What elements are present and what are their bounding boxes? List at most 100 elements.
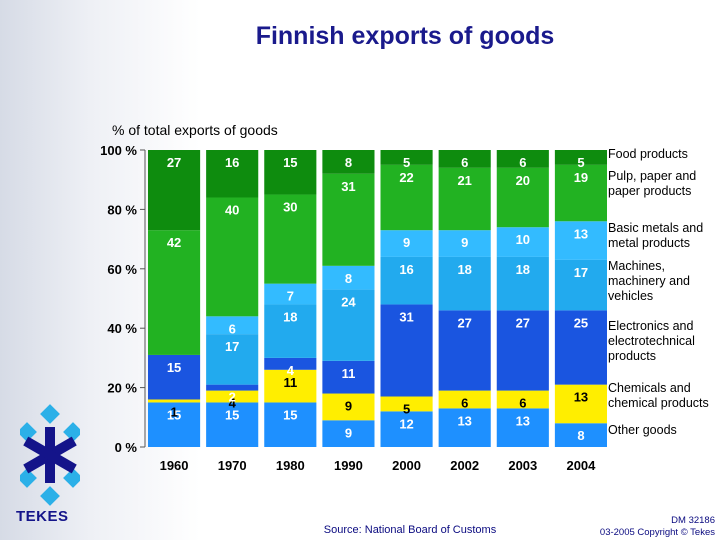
bar-segment-label: 15 xyxy=(167,360,181,375)
bar-segment-label: 6 xyxy=(519,155,526,170)
bar-segment-label: 16 xyxy=(399,262,413,277)
bar-segment-label: 15 xyxy=(283,407,297,422)
bar-segment xyxy=(264,402,317,447)
bar-segment xyxy=(264,150,317,195)
bar-segment-label: 6 xyxy=(461,155,468,170)
bar-segment xyxy=(554,259,607,311)
bar-segment-label: 10 xyxy=(516,232,530,247)
legend-label: products xyxy=(608,349,656,363)
bar-segment xyxy=(438,310,491,391)
legend-label: vehicles xyxy=(608,289,653,303)
bar-segment-label: 27 xyxy=(167,155,181,170)
bar-segment-label: 22 xyxy=(399,170,413,185)
bar-segment xyxy=(496,227,549,257)
bar-segment-label: 13 xyxy=(574,226,588,241)
bar-segment-label: 8 xyxy=(345,271,352,286)
bar-segment-label: 9 xyxy=(345,399,352,414)
bar-segment-label: 40 xyxy=(225,203,239,218)
bar-segment xyxy=(554,150,607,165)
document-info: DM 32186 03-2005 Copyright © Tekes xyxy=(560,515,715,539)
bar-segment-label: 31 xyxy=(341,179,355,194)
x-tick-label: 2000 xyxy=(392,458,421,473)
bar-segment xyxy=(322,289,375,361)
x-tick-label: 1960 xyxy=(160,458,189,473)
bar-segment-label: 11 xyxy=(342,366,356,381)
bar-segment-label: 27 xyxy=(457,315,471,330)
bar-segment xyxy=(554,221,607,260)
bar-segment-label: 25 xyxy=(574,315,588,330)
bar-segment-label: 42 xyxy=(167,235,181,250)
bar-segment xyxy=(322,420,375,447)
legend-label: Other goods xyxy=(608,423,677,437)
bar-segment xyxy=(322,360,375,394)
bar-segment xyxy=(496,310,549,391)
y-tick-label: 60 % xyxy=(107,262,137,277)
bar-segment xyxy=(264,304,317,358)
bar-segment xyxy=(554,423,607,447)
bar-segment xyxy=(148,402,201,447)
x-tick-label: 1970 xyxy=(218,458,247,473)
bar-segment xyxy=(496,167,549,228)
bar-segment xyxy=(380,396,433,412)
bar-segment xyxy=(322,393,375,421)
bar-segment-label: 13 xyxy=(457,413,471,428)
bar-segment-label: 8 xyxy=(345,155,352,170)
bar-segment xyxy=(264,357,317,370)
y-tick-label: 40 % xyxy=(107,321,137,336)
bar-segment-label: 27 xyxy=(516,315,530,330)
bar-segment xyxy=(206,316,259,335)
bar-segment xyxy=(380,256,433,305)
bar-segment xyxy=(206,334,259,385)
bar-segment-label: 9 xyxy=(403,235,410,250)
bar-segment xyxy=(496,390,549,409)
bar-segment xyxy=(206,402,259,447)
bar-segment-label: 5 xyxy=(403,402,410,417)
bar-segment xyxy=(264,194,317,284)
x-tick-label: 1980 xyxy=(276,458,305,473)
bar-segment-label: 4 xyxy=(229,396,237,411)
bar-segment-label: 4 xyxy=(287,363,295,378)
bar-segment-label: 2 xyxy=(229,390,236,405)
bar-segment xyxy=(438,256,491,311)
logo-text: TEKES xyxy=(16,508,69,525)
x-tick-label: 2004 xyxy=(566,458,596,473)
y-tick-label: 0 % xyxy=(115,440,138,455)
bar-segment xyxy=(264,369,317,403)
bar-segment-label: 6 xyxy=(519,396,526,411)
bar-segment-label: 6 xyxy=(229,321,236,336)
bar-segment-label: 21 xyxy=(457,173,471,188)
bar-segment-label: 19 xyxy=(574,170,588,185)
legend-label: paper products xyxy=(608,184,691,198)
bar-segment-label: 18 xyxy=(283,309,297,324)
x-tick-label: 1990 xyxy=(334,458,363,473)
bar-segment xyxy=(380,411,433,447)
bar-segment-label: 5 xyxy=(577,155,584,170)
bar-segment xyxy=(438,408,491,447)
bar-segment xyxy=(322,265,375,290)
bar-segment xyxy=(206,390,259,403)
y-tick-label: 100 % xyxy=(100,143,137,158)
bar-segment xyxy=(264,283,317,305)
legend-label: machinery and xyxy=(608,274,690,288)
x-tick-label: 2002 xyxy=(450,458,479,473)
y-tick-label: 80 % xyxy=(107,202,137,217)
bar-segment-label: 5 xyxy=(403,155,410,170)
legend-label: Electronics and xyxy=(608,319,694,333)
legend-label: metal products xyxy=(608,236,690,250)
x-tick-label: 2003 xyxy=(508,458,537,473)
legend-label: Pulp, paper and xyxy=(608,169,696,183)
bar-segment xyxy=(554,164,607,222)
bar-segment-label: 15 xyxy=(225,407,239,422)
bar-segment-label: 11 xyxy=(283,375,297,390)
chart-title: Finnish exports of goods xyxy=(255,22,555,50)
bar-segment-label: 13 xyxy=(516,413,530,428)
bar-segment xyxy=(148,399,201,403)
bar-segment-label: 12 xyxy=(399,416,413,431)
y-tick-label: 20 % xyxy=(107,381,137,396)
bar-segment xyxy=(554,310,607,385)
bar-segment-label: 16 xyxy=(225,155,239,170)
bar-segment xyxy=(380,230,433,257)
bar-segment xyxy=(438,150,491,168)
bar-segment xyxy=(206,384,259,391)
